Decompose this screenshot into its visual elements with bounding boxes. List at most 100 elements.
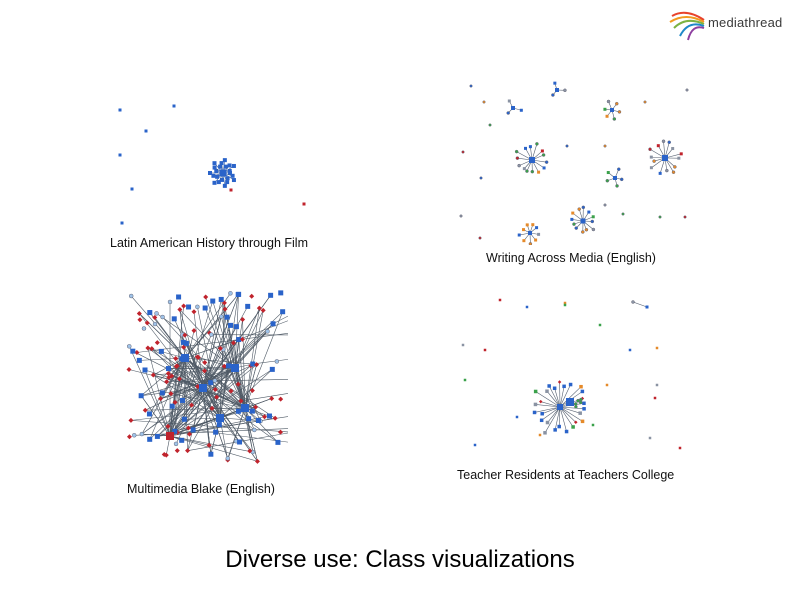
graph-node xyxy=(649,155,653,159)
graph-node xyxy=(255,418,261,424)
graph-node xyxy=(166,432,174,440)
graph-node xyxy=(265,329,270,334)
graph-edge xyxy=(554,388,561,408)
graph-node xyxy=(128,417,134,423)
graph-node xyxy=(603,144,607,148)
graph-edge xyxy=(139,313,221,419)
graph-edge xyxy=(219,369,273,419)
graph-node xyxy=(568,382,573,387)
graph-node xyxy=(522,239,526,243)
graph-node xyxy=(118,153,122,157)
graph-node xyxy=(643,100,647,104)
graph-edge xyxy=(141,387,204,397)
graph-node xyxy=(211,173,216,178)
graph-node xyxy=(302,202,306,206)
graph-edge xyxy=(132,350,246,409)
graph-edge xyxy=(129,346,171,437)
graph-node xyxy=(603,203,607,207)
graph-node xyxy=(169,373,175,379)
graph-node xyxy=(603,107,607,111)
graph-node xyxy=(217,345,223,351)
graph-node xyxy=(216,422,222,428)
graph-edge xyxy=(184,357,188,451)
graph-edge xyxy=(144,369,171,437)
graph-node xyxy=(250,361,256,367)
graph-edge xyxy=(167,387,204,427)
graph-edge xyxy=(252,359,288,365)
graph-node xyxy=(478,236,482,240)
graph-edge xyxy=(169,300,214,437)
graph-node xyxy=(222,183,227,188)
graph-node xyxy=(461,343,465,347)
graph-edge xyxy=(234,367,261,422)
graph-node xyxy=(563,303,567,307)
graph-node xyxy=(165,371,171,377)
graph-edge xyxy=(145,407,246,411)
graph-node xyxy=(553,428,557,432)
graph-edge xyxy=(145,367,236,411)
graph-node xyxy=(183,340,189,346)
graph-node xyxy=(172,104,176,108)
graph-edge xyxy=(559,406,585,410)
graph-node xyxy=(591,227,596,232)
graph-node xyxy=(591,423,595,427)
graph-node xyxy=(461,150,465,154)
graph-node xyxy=(544,160,549,164)
graph-node xyxy=(590,219,595,224)
graph-node xyxy=(557,424,561,429)
graph-node xyxy=(619,177,624,182)
graph-node xyxy=(221,363,227,369)
graph-edge xyxy=(169,435,258,462)
graph-node xyxy=(147,436,153,442)
graph-node xyxy=(249,293,255,299)
network-graph xyxy=(461,298,682,450)
graph-node xyxy=(256,305,262,311)
graph-node xyxy=(235,408,241,414)
graph-edge xyxy=(184,357,258,462)
graph-node xyxy=(208,171,212,175)
graph-node xyxy=(617,167,621,171)
graph-node xyxy=(525,169,529,173)
graph-node xyxy=(164,379,170,385)
graph-node xyxy=(564,429,569,434)
graph-node xyxy=(185,448,191,454)
graph-edge xyxy=(141,387,204,435)
graph-node xyxy=(665,168,669,173)
graph-node xyxy=(227,163,232,168)
graph-node xyxy=(134,350,140,356)
graph-node xyxy=(149,346,155,352)
graph-node xyxy=(648,147,652,152)
graph-edge xyxy=(548,385,561,408)
graph-edge xyxy=(244,311,283,409)
mediathread-logo: mediathread xyxy=(668,6,790,42)
graph-node xyxy=(154,311,159,316)
graph-node xyxy=(280,309,286,315)
graph-node xyxy=(529,157,535,163)
graph-node xyxy=(572,222,576,226)
graph-node xyxy=(662,155,668,161)
graph-edge xyxy=(544,406,561,433)
graph-node xyxy=(145,345,151,351)
graph-node xyxy=(260,307,266,313)
graph-node xyxy=(174,363,180,369)
graph-node xyxy=(152,321,158,327)
graph-node xyxy=(222,158,227,163)
graph-node xyxy=(191,328,197,334)
graph-node xyxy=(176,376,182,382)
graph-node xyxy=(128,293,134,299)
graph-node xyxy=(514,149,519,154)
graph-edge xyxy=(175,387,204,445)
graph-node xyxy=(190,427,196,433)
graph-node xyxy=(212,378,218,383)
graph-node xyxy=(517,233,521,237)
graph-node xyxy=(574,405,578,409)
graph-node xyxy=(182,332,188,338)
graph-node xyxy=(147,310,153,316)
graph-node xyxy=(473,443,477,447)
graph-edge xyxy=(184,357,265,418)
graph-node xyxy=(233,324,239,330)
graph-node xyxy=(648,436,652,440)
graph-node xyxy=(532,410,537,415)
graph-edge xyxy=(219,302,225,419)
graph-edge xyxy=(149,357,186,415)
